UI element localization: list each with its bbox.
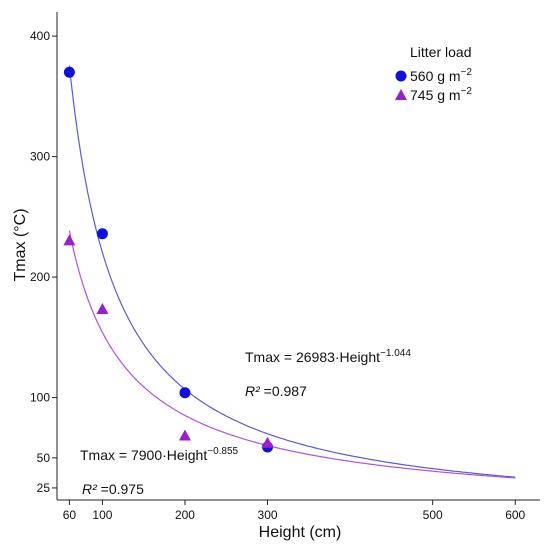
x-tick-label: 600 [505,508,525,522]
point-triangle [63,234,76,246]
fit-curve-series-2 [68,230,516,479]
y-tick-label: 50 [37,451,51,465]
legend-entry-1-exp: −2 [461,67,473,78]
point-triangle [96,303,109,315]
data-points [63,66,274,453]
equation-1-text: Tmax = 26983·Height [245,349,380,365]
point-circle [179,387,191,399]
y-tick-label: 200 [30,270,50,284]
equation-series-2: Tmax = 7900·Height−0.855 R² =0.975 [80,446,239,497]
y-tick-label: 100 [30,391,50,405]
x-tick-label: 500 [423,508,443,522]
legend-entry-2-exp: −2 [461,86,473,97]
legend-title: Litter load [410,44,471,60]
point-circle [63,66,75,78]
x-tick-label: 100 [92,508,112,522]
y-tick-label: 25 [37,481,51,495]
legend-entry-1: 560 g m−2 [410,67,472,84]
y-tick-label: 300 [30,150,50,164]
equation-2-exp: −0.855 [207,446,238,457]
equation-2: Tmax = 7900·Height−0.855 [80,446,239,463]
legend-marker-triangle [395,89,407,100]
point-triangle [178,429,191,441]
legend-marker-circle [395,70,407,82]
equation-2-text: Tmax = 7900·Height [80,447,207,463]
x-tick-label: 300 [258,508,278,522]
fit-curves [68,65,516,479]
r2-1: R² =0.987 [245,383,307,399]
legend-entry-1-text: 560 g m [410,68,461,84]
equation-series-1: Tmax = 26983·Height−1.044 R² =0.987 [245,348,411,399]
legend-entry-2-text: 745 g m [410,87,461,103]
fit-curve-series-1 [68,65,516,478]
y-axis-label: Tmax (°C) [12,208,29,281]
point-triangle [261,436,274,448]
legend: Litter load 560 g m−2 745 g m−2 [395,44,472,103]
point-circle [96,228,108,240]
y-tick-label: 400 [30,29,50,43]
x-tick-label: 200 [175,508,195,522]
r2-1-value: =0.987 [260,383,307,399]
r2-1-label: R² [245,383,261,399]
axes: 60 100 200 300 500 600 25 50 100 200 300 400 [30,12,540,522]
equation-1: Tmax = 26983·Height−1.044 [245,348,411,365]
r2-2: R² =0.975 [82,481,144,497]
equation-1-exp: −1.044 [380,348,411,359]
r2-2-value: =0.975 [97,481,144,497]
legend-entry-2: 745 g m−2 [410,86,472,103]
x-tick-label: 60 [63,508,77,522]
x-axis-label: Height (cm) [259,524,342,541]
r2-2-label: R² [82,481,98,497]
